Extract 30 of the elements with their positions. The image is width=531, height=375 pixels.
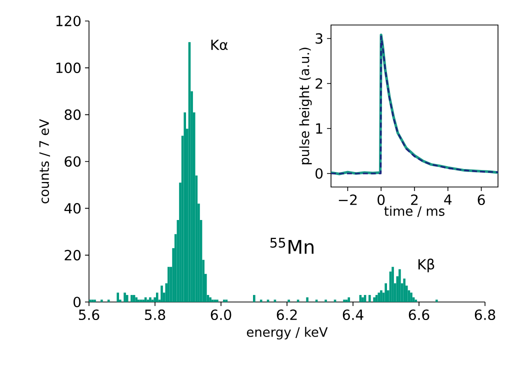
x-tick-label: 6.2 bbox=[276, 310, 297, 320]
x-axis-title: energy / keV bbox=[246, 326, 328, 340]
y-tick-label: 100 bbox=[56, 62, 81, 74]
x-tick-label: 6.6 bbox=[408, 310, 430, 320]
y-tick-label: 1 bbox=[316, 123, 322, 134]
x-tick-label: 5.6 bbox=[78, 310, 100, 320]
annotation: $^{55}$Mn bbox=[270, 238, 314, 254]
y-tick-label: 120 bbox=[56, 16, 81, 26]
x-tick-label: 5.8 bbox=[144, 310, 166, 320]
x-tick-label: 6.8 bbox=[474, 310, 496, 320]
y-tick-label: 3 bbox=[316, 33, 322, 44]
x-tick-label: 6 bbox=[478, 194, 485, 206]
y-axis-title: pulse height (a.u.) bbox=[299, 48, 312, 164]
x-tick-label: 2 bbox=[411, 194, 418, 205]
x-tick-label: 4 bbox=[444, 194, 452, 205]
annotation: Kβ bbox=[418, 258, 434, 272]
y-tick-label: 20 bbox=[64, 250, 81, 260]
x-tick-label: 6.0 bbox=[210, 310, 232, 320]
x-tick-label: 0 bbox=[378, 194, 385, 206]
annotation: Kα bbox=[211, 40, 228, 50]
y-tick-label: 60 bbox=[64, 156, 81, 167]
y-tick-label: 40 bbox=[64, 203, 81, 214]
y-tick-label: 2 bbox=[316, 78, 322, 89]
y-tick-label: 0 bbox=[74, 296, 81, 308]
x-axis-title: time / ms bbox=[384, 206, 444, 217]
x-tick-label: 6.4 bbox=[342, 310, 364, 320]
y-tick-label: 0 bbox=[316, 168, 323, 179]
y-tick-label: 80 bbox=[64, 109, 81, 120]
x-tick-label: −2 bbox=[338, 194, 357, 205]
y-axis-title: counts / 7 eV bbox=[39, 119, 50, 204]
